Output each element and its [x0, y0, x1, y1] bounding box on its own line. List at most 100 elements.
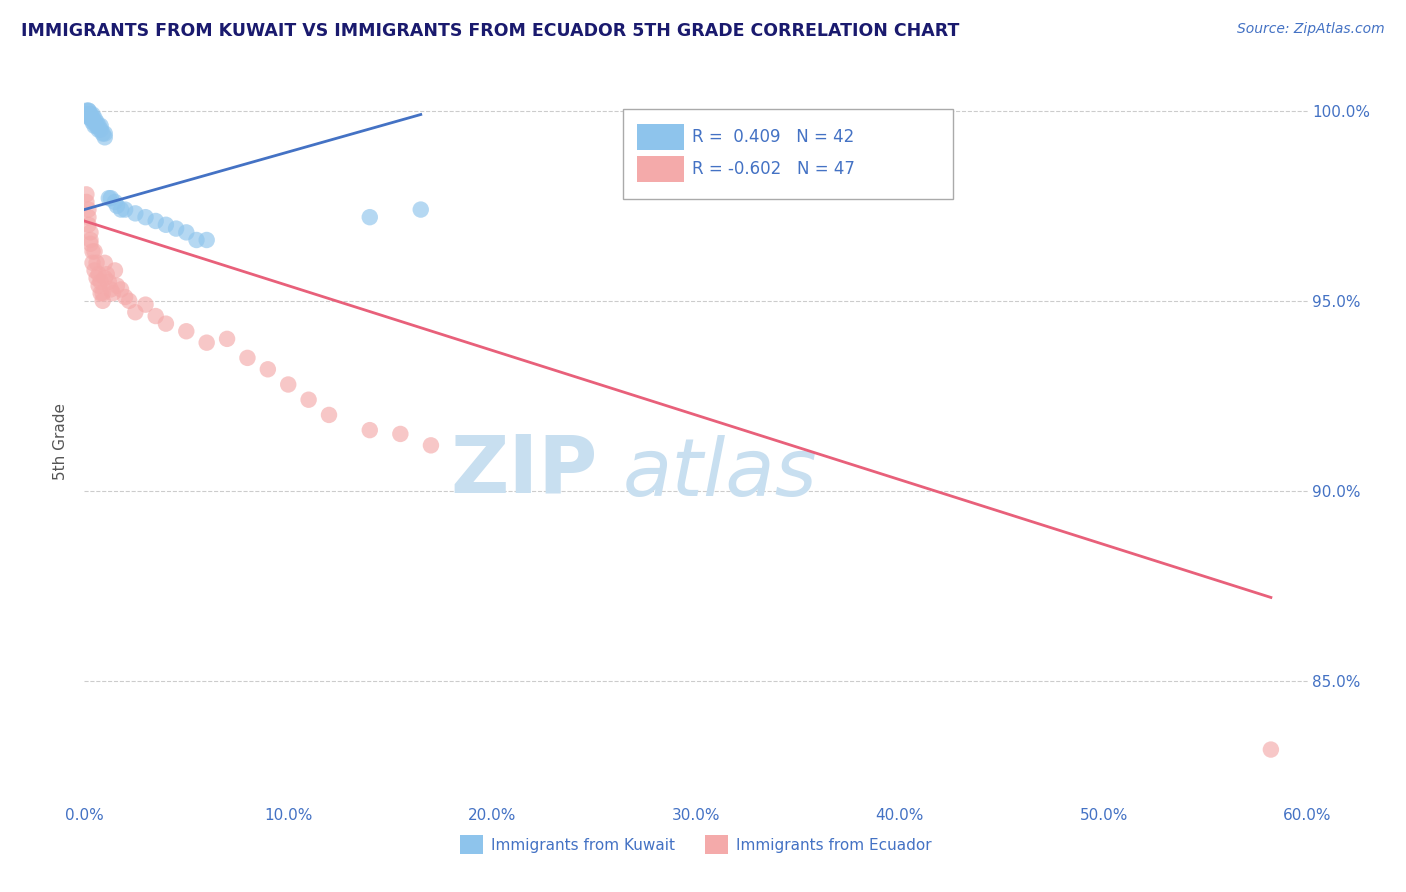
Point [87, 267, 110, 281]
Point [217, 332, 239, 346]
Point [87, 119, 110, 133]
Point [145, 309, 167, 323]
Point [83, 119, 105, 133]
Point [82, 112, 104, 126]
Point [86, 256, 108, 270]
Text: ZIP: ZIP [451, 432, 598, 509]
Point [83, 112, 105, 126]
Point [359, 423, 381, 437]
Legend: Immigrants from Kuwait, Immigrants from Ecuador: Immigrants from Kuwait, Immigrants from … [454, 830, 938, 860]
Point [100, 282, 122, 296]
Point [277, 377, 299, 392]
Point [114, 202, 136, 217]
Point [174, 226, 197, 240]
Point [236, 351, 259, 365]
Point [105, 278, 128, 293]
Point [91, 127, 114, 141]
Point [75, 107, 97, 121]
Point [86, 115, 108, 129]
Point [82, 115, 104, 129]
Point [86, 119, 108, 133]
Point [135, 298, 157, 312]
Point [77, 103, 100, 118]
Text: atlas: atlas [623, 435, 817, 513]
Point [114, 290, 136, 304]
Point [87, 122, 110, 136]
Point [420, 438, 443, 452]
Point [79, 112, 101, 126]
Point [82, 256, 104, 270]
Point [97, 275, 120, 289]
Point [77, 107, 100, 121]
FancyBboxPatch shape [637, 124, 683, 150]
Point [87, 278, 110, 293]
Point [318, 408, 340, 422]
Point [174, 324, 197, 338]
Point [93, 127, 115, 141]
Point [77, 210, 100, 224]
Point [79, 112, 101, 126]
Point [124, 305, 146, 319]
Point [77, 103, 100, 118]
Point [257, 362, 280, 376]
Point [93, 130, 115, 145]
Point [90, 275, 112, 289]
Point [83, 244, 105, 259]
FancyBboxPatch shape [637, 156, 683, 182]
Point [83, 115, 105, 129]
Point [79, 236, 101, 251]
Point [93, 271, 115, 285]
Point [186, 233, 208, 247]
Point [124, 206, 146, 220]
Point [91, 286, 114, 301]
Text: R =  0.409   N = 42: R = 0.409 N = 42 [692, 128, 855, 145]
Point [145, 214, 167, 228]
Point [79, 107, 101, 121]
Point [75, 194, 97, 209]
Point [359, 210, 381, 224]
Point [91, 293, 114, 308]
Text: R = -0.602   N = 47: R = -0.602 N = 47 [692, 161, 855, 178]
Point [1260, 742, 1282, 756]
Point [93, 256, 115, 270]
Point [75, 103, 97, 118]
Point [82, 244, 104, 259]
Text: IMMIGRANTS FROM KUWAIT VS IMMIGRANTS FROM ECUADOR 5TH GRADE CORRELATION CHART: IMMIGRANTS FROM KUWAIT VS IMMIGRANTS FRO… [21, 22, 959, 40]
Point [79, 233, 101, 247]
Point [155, 317, 177, 331]
Point [165, 221, 187, 235]
Point [100, 191, 122, 205]
Point [82, 107, 104, 121]
Point [110, 282, 132, 296]
Point [195, 233, 218, 247]
Point [75, 187, 97, 202]
Point [155, 218, 177, 232]
Point [77, 218, 100, 232]
Point [83, 263, 105, 277]
Point [97, 191, 120, 205]
Point [90, 286, 112, 301]
Point [86, 271, 108, 285]
Point [104, 194, 127, 209]
Point [104, 263, 127, 277]
Point [101, 286, 124, 301]
Point [298, 392, 321, 407]
Point [195, 335, 218, 350]
Point [90, 119, 112, 133]
Point [389, 426, 412, 441]
Point [105, 199, 128, 213]
Text: Source: ZipAtlas.com: Source: ZipAtlas.com [1237, 22, 1385, 37]
FancyBboxPatch shape [623, 109, 953, 200]
Point [75, 107, 97, 121]
Point [118, 293, 141, 308]
Point [79, 226, 101, 240]
Point [409, 202, 432, 217]
Point [90, 122, 112, 136]
Point [77, 107, 100, 121]
Point [110, 202, 132, 217]
Point [79, 107, 101, 121]
Point [135, 210, 157, 224]
Y-axis label: 5th Grade: 5th Grade [53, 403, 69, 480]
Point [77, 202, 100, 217]
Point [96, 267, 118, 281]
